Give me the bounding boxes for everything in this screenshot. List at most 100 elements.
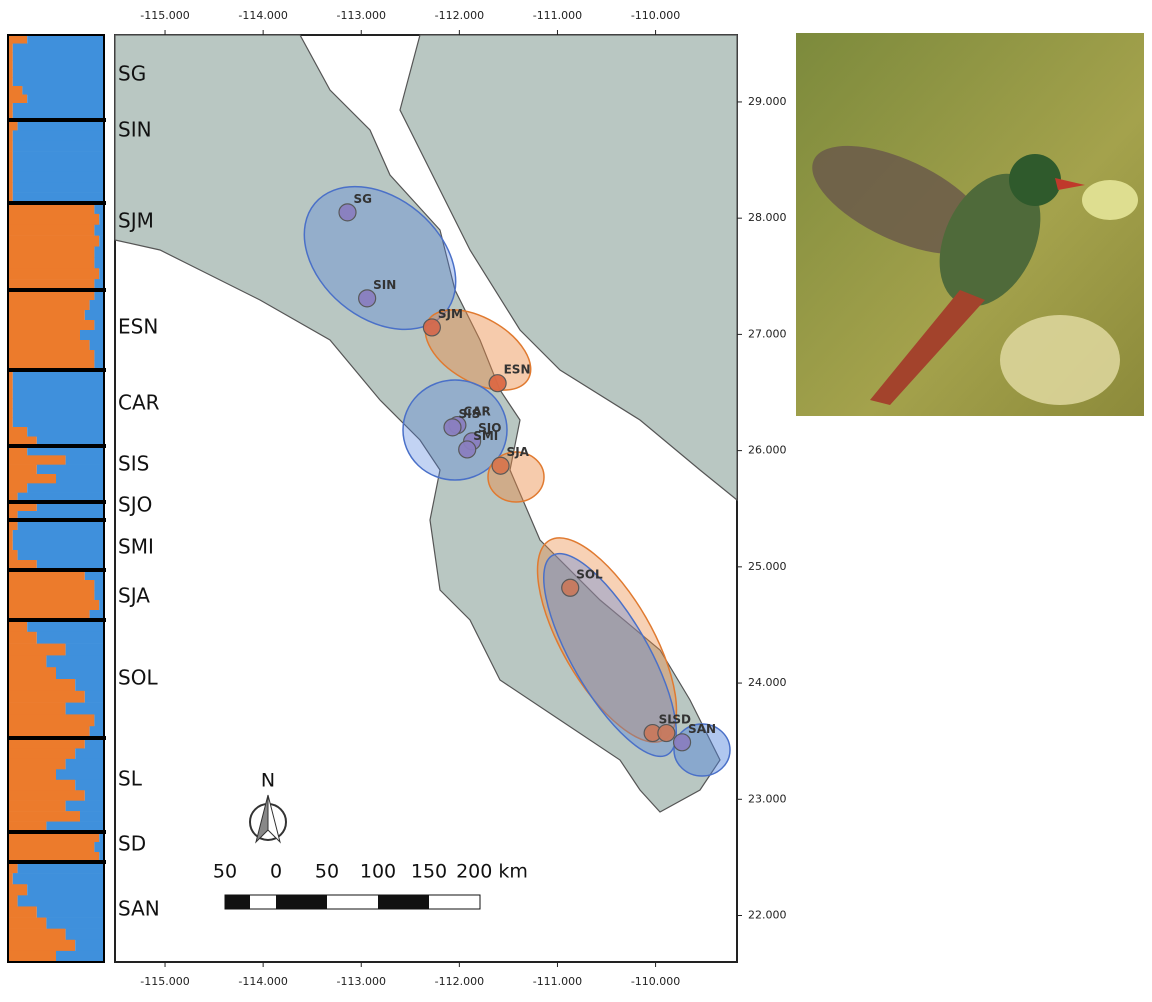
admixture-blue: [12, 417, 104, 428]
scale-segment: [276, 895, 327, 909]
admixture-blue: [17, 862, 105, 874]
admixture-orange: [8, 906, 37, 918]
admixture-orange: [8, 928, 66, 941]
hummingbird-photo: [796, 33, 1144, 416]
mainland: [399, 34, 738, 502]
cluster-ellipse: [303, 185, 457, 331]
population-label: SIN: [118, 118, 152, 142]
site-label: SD: [672, 713, 691, 727]
admixture-orange: [8, 35, 28, 44]
population-label: CAR: [118, 391, 160, 415]
admixture-blue: [84, 738, 104, 749]
admixture-blue: [27, 94, 105, 104]
admixture-blue: [99, 852, 104, 863]
x-tick-label: -113.000: [337, 9, 386, 22]
site-point: [672, 733, 692, 752]
flower: [1000, 315, 1120, 405]
baja-land: [114, 34, 721, 813]
admixture-orange: [8, 939, 76, 952]
admixture-orange: [8, 60, 13, 70]
y-tick-label: 26.000: [748, 444, 787, 457]
admixture-blue: [80, 811, 104, 822]
population-label: SJO: [118, 493, 152, 517]
admixture-orange: [8, 590, 95, 601]
admixture-blue: [94, 714, 104, 727]
admixture-blue: [94, 842, 104, 853]
admixture-orange: [8, 884, 28, 896]
admixture-orange: [8, 279, 95, 291]
admixture-orange: [8, 811, 80, 822]
admixture-orange: [8, 702, 66, 715]
admixture-blue: [17, 120, 105, 131]
admixture-orange: [8, 530, 13, 541]
admixture-orange: [8, 580, 95, 591]
admixture-orange: [8, 417, 13, 428]
admixture-orange: [8, 192, 13, 204]
admixture-orange: [8, 268, 100, 280]
admixture-orange: [8, 511, 18, 521]
admixture-orange: [8, 86, 23, 95]
admixture-blue: [94, 224, 104, 236]
admixture-orange: [8, 436, 37, 447]
admixture-orange: [8, 620, 28, 633]
y-tick-label: 27.000: [748, 327, 787, 340]
admixture-orange: [8, 895, 18, 907]
admixture-blue: [12, 182, 104, 193]
admixture-orange: [8, 643, 66, 656]
admixture-orange: [8, 679, 76, 692]
site-point: [338, 203, 357, 222]
admixture-orange: [8, 161, 13, 173]
admixture-blue: [17, 895, 105, 907]
admixture-blue: [80, 330, 104, 341]
admixture-blue: [12, 161, 104, 173]
site-point: [488, 374, 507, 393]
admixture-blue: [94, 279, 104, 291]
admixture-orange: [8, 502, 37, 512]
admixture-orange: [8, 790, 85, 801]
admixture-orange: [8, 235, 100, 247]
admixture-blue: [17, 550, 105, 561]
admixture-orange: [8, 398, 13, 409]
x-tick-label: -110.000: [631, 9, 680, 22]
admixture-blue: [36, 560, 104, 571]
admixture-orange: [8, 832, 100, 843]
y-tick-label: 25.000: [748, 560, 787, 573]
population-label: SIS: [118, 452, 149, 476]
population-label: SG: [118, 62, 146, 86]
admixture-blue: [94, 580, 104, 591]
admixture-blue: [56, 474, 104, 484]
admixture-blue: [27, 620, 105, 633]
admixture-blue: [12, 151, 104, 162]
admixture-orange: [8, 140, 13, 152]
site-point: [561, 578, 580, 597]
head: [1009, 154, 1061, 206]
site-label: SMI: [473, 429, 498, 443]
x-tick-label: -110.000: [631, 975, 680, 988]
admixture-orange: [8, 171, 13, 183]
population-label: SL: [118, 767, 143, 791]
admixture-orange: [8, 257, 95, 269]
admixture-orange: [8, 455, 66, 465]
x-tick-label: -114.000: [238, 975, 287, 988]
admixture-blue: [12, 140, 104, 152]
site-point: [491, 456, 510, 475]
admixture-orange: [8, 917, 47, 929]
admixture-orange: [8, 111, 13, 121]
y-tick-label: 24.000: [748, 676, 787, 689]
admixture-blue: [12, 398, 104, 409]
admixture-blue: [75, 748, 104, 760]
site-label: SOL: [576, 567, 603, 581]
admixture-blue: [36, 464, 104, 475]
site-label: SJM: [438, 307, 463, 321]
admixture-orange: [8, 667, 56, 680]
y-tick-label: 28.000: [748, 211, 787, 224]
admixture-orange: [8, 370, 13, 380]
admixture-blue: [27, 35, 105, 44]
scale-label: 0: [270, 861, 282, 883]
admixture-orange: [8, 77, 13, 87]
admixture-blue: [17, 492, 105, 503]
admixture-blue: [89, 300, 104, 311]
site-point: [458, 440, 477, 459]
north-needle: [267, 794, 281, 844]
